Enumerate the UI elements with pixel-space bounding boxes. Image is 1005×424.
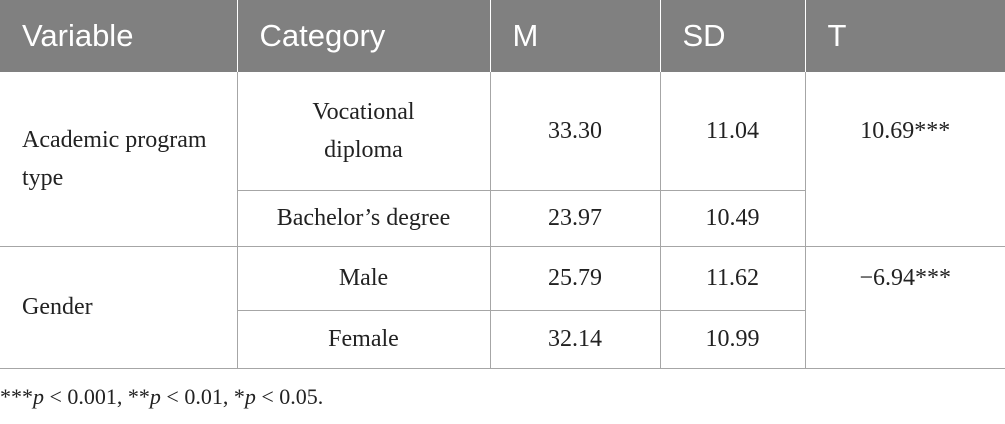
- mean-cell: 32.14: [489, 310, 660, 369]
- t-cell: 10.69***: [804, 72, 1005, 190]
- variable-cell: Academic program type: [0, 72, 237, 247]
- sd-cell: 10.99: [659, 310, 805, 369]
- sd-cell: 11.62: [659, 246, 805, 311]
- category-line: Vocational: [312, 98, 415, 125]
- category-line: Male: [338, 265, 389, 291]
- category-cell: Female: [236, 310, 490, 369]
- header-cell: Category: [236, 0, 490, 72]
- t-cell: [804, 190, 1005, 247]
- table-row: Female 32.14 10.99: [0, 310, 1005, 369]
- footnote-part: p: [33, 384, 44, 409]
- sd-cell: 11.04: [659, 72, 805, 191]
- mean-cell: 23.97: [489, 190, 660, 247]
- footnote-part: ***: [0, 384, 33, 409]
- header-row: Variable Category M SD T: [0, 0, 1005, 72]
- category-line: diploma: [324, 136, 403, 163]
- header-cell: Variable: [0, 0, 237, 72]
- category-cell: Male: [236, 246, 490, 311]
- t-cell: −6.94***: [804, 246, 1005, 310]
- header-cell: T: [804, 0, 1005, 72]
- category-line: Female: [328, 326, 399, 352]
- footnote-part: < 0.01, *: [160, 384, 245, 409]
- sd-cell: 10.49: [659, 190, 805, 247]
- category-cell: Bachelor’s degree: [236, 190, 490, 247]
- variable-cell: Gender: [0, 246, 237, 369]
- category-line: Bachelor’s degree: [276, 205, 451, 231]
- header-cell: SD: [659, 0, 805, 72]
- footnote-part: p: [244, 384, 256, 409]
- header-cell: M: [489, 0, 660, 72]
- t-cell: [804, 310, 1005, 369]
- footnote: ***p < 0.001, **p < 0.01, *p < 0.05.: [0, 384, 323, 410]
- footnote-part: < 0.05.: [255, 384, 324, 409]
- footnote-part: p: [149, 384, 161, 409]
- category-cell: Vocational diploma: [236, 72, 490, 191]
- data-table: Variable Category M SD T Academic program ty…: [0, 0, 1005, 369]
- table-row: Bachelor’s degree 23.97 10.49: [0, 190, 1005, 247]
- table-body: Academic program type Vocational diploma 33…: [0, 72, 1005, 369]
- footnote-part: < 0.001, **: [44, 384, 150, 409]
- mean-cell: 33.30: [489, 72, 660, 191]
- mean-cell: 25.79: [489, 246, 660, 311]
- table-row: Academic program type Vocational diploma 33…: [0, 72, 1005, 247]
- table-row: Gender Male 25.79 11.62 −6.94***: [0, 246, 1005, 369]
